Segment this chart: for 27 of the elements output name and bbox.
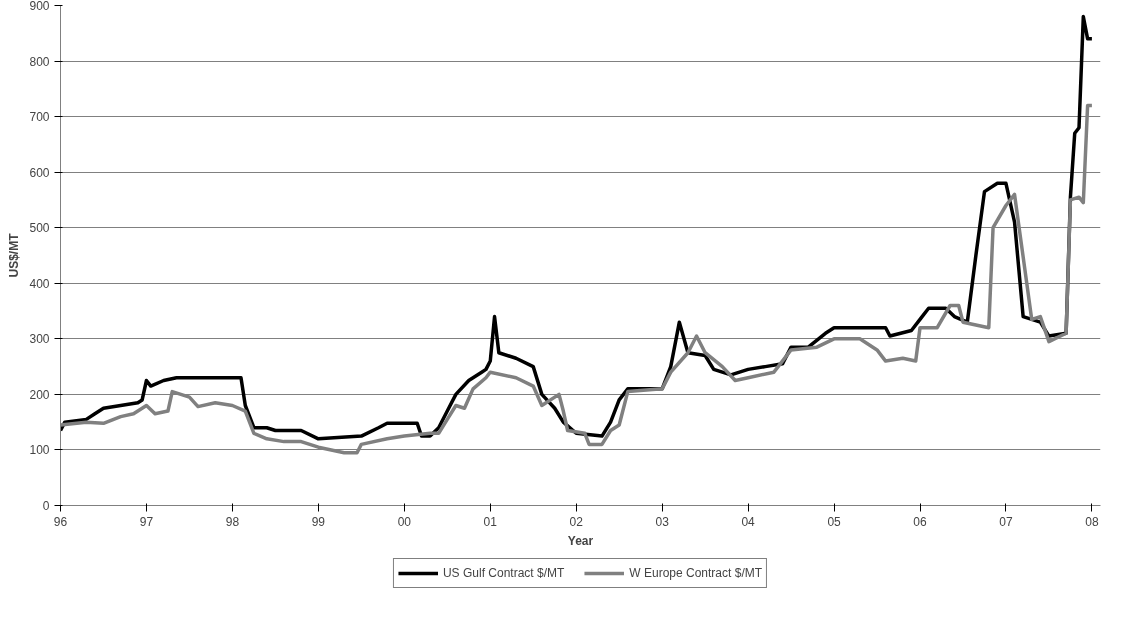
x-tick-label: 99 <box>311 514 326 529</box>
y-tick-label: 700 <box>29 110 50 125</box>
x-tick-label: 96 <box>53 514 68 529</box>
y-tick-label: 100 <box>29 443 50 458</box>
x-tick-label: 06 <box>913 514 927 529</box>
x-tick-label: 01 <box>483 514 498 529</box>
x-tick-label: 03 <box>655 514 670 529</box>
x-tick-label: 02 <box>569 514 584 529</box>
y-tick-label: 800 <box>29 54 50 69</box>
x-tick-label: 00 <box>397 514 412 529</box>
y-tick-label: 200 <box>29 387 50 402</box>
x-tick-label: 07 <box>999 514 1013 529</box>
legend-label: US Gulf Contract $/MT <box>442 566 565 580</box>
legend-label: W Europe Contract $/MT <box>629 566 763 580</box>
y-tick-label: 400 <box>29 276 50 291</box>
y-tick-label: 0 <box>42 499 50 513</box>
y-tick-label: 900 <box>29 0 50 13</box>
x-tick-label: 08 <box>1085 514 1099 529</box>
x-tick-label: 97 <box>139 514 154 529</box>
x-axis-title: Year <box>567 533 594 548</box>
y-tick-label: 500 <box>29 221 50 236</box>
x-tick-label: 98 <box>225 514 240 529</box>
y-tick-label: 300 <box>29 332 50 347</box>
x-tick-label: 04 <box>741 514 756 529</box>
x-tick-label: 05 <box>827 514 842 529</box>
y-tick-label: 600 <box>29 165 50 180</box>
y-axis-title: US$/MT <box>7 232 22 278</box>
